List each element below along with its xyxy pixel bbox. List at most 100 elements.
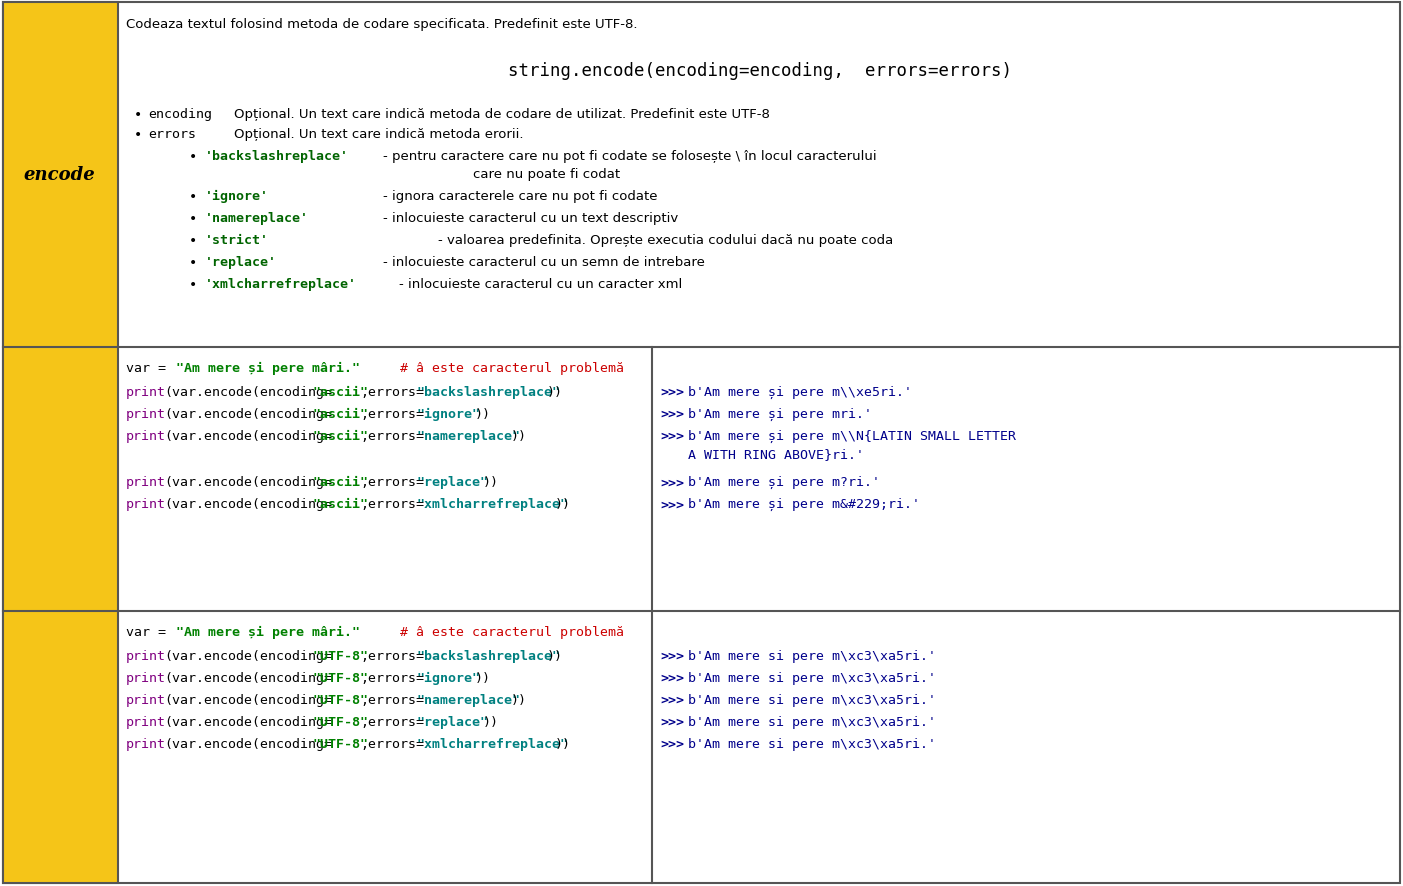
Text: )): ))	[511, 693, 528, 706]
Text: "xmlcharrefreplace": "xmlcharrefreplace"	[417, 498, 568, 510]
Text: var =: var =	[126, 361, 174, 375]
Text: - ignora caracterele care nu pot fi codate: - ignora caracterele care nu pot fi coda…	[383, 190, 658, 203]
Text: )): ))	[476, 672, 491, 684]
Text: var =: var =	[126, 626, 174, 638]
Text: •: •	[189, 256, 198, 269]
Text: (var.encode(encoding=: (var.encode(encoding=	[164, 672, 333, 684]
Text: >>>: >>>	[659, 649, 685, 662]
Text: •: •	[135, 108, 142, 122]
Text: 'backslashreplace': 'backslashreplace'	[205, 150, 349, 163]
Text: "xmlcharrefreplace": "xmlcharrefreplace"	[417, 737, 568, 750]
Text: ,errors=: ,errors=	[361, 408, 424, 421]
Text: 'xmlcharrefreplace': 'xmlcharrefreplace'	[205, 277, 356, 291]
Text: ,errors=: ,errors=	[361, 693, 424, 706]
Text: "ascii": "ascii"	[311, 408, 368, 421]
Text: Opțional. Un text care indică metoda de codare de utilizat. Predefinit este UTF-: Opțional. Un text care indică metoda de …	[234, 108, 770, 120]
Text: 'namereplace': 'namereplace'	[205, 212, 309, 225]
Text: (var.encode(encoding=: (var.encode(encoding=	[164, 498, 333, 510]
Text: b'Am mere si pere m\xc3\xa5ri.': b'Am mere si pere m\xc3\xa5ri.'	[687, 715, 936, 728]
Text: ,errors=: ,errors=	[361, 737, 424, 750]
Text: >>>: >>>	[659, 715, 685, 728]
Text: print: print	[126, 715, 166, 728]
Text: ,errors=: ,errors=	[361, 385, 424, 399]
Text: •: •	[189, 150, 198, 164]
Text: - inlocuieste caracterul cu un text descriptiv: - inlocuieste caracterul cu un text desc…	[383, 212, 678, 225]
Text: ,errors=: ,errors=	[361, 476, 424, 489]
Text: Opțional. Un text care indică metoda erorii.: Opțional. Un text care indică metoda ero…	[234, 128, 523, 141]
Text: - pentru caractere care nu pot fi codate se folosește \ în locul caracterului: - pentru caractere care nu pot fi codate…	[383, 150, 877, 163]
Text: )): ))	[547, 649, 563, 662]
Text: print: print	[126, 408, 166, 421]
Text: •: •	[189, 234, 198, 248]
Text: "Am mere și pere mâri.": "Am mere și pere mâri."	[175, 626, 361, 638]
Text: (var.encode(encoding=: (var.encode(encoding=	[164, 693, 333, 706]
Text: (var.encode(encoding=: (var.encode(encoding=	[164, 408, 333, 421]
Text: A WITH RING ABOVE}ri.': A WITH RING ABOVE}ri.'	[687, 447, 864, 461]
Text: )): ))	[483, 715, 498, 728]
Text: )): ))	[511, 430, 528, 442]
Text: ,errors=: ,errors=	[361, 715, 424, 728]
Text: ,errors=: ,errors=	[361, 430, 424, 442]
Text: "UTF-8": "UTF-8"	[311, 737, 368, 750]
Text: >>>: >>>	[659, 430, 685, 442]
Text: >>>: >>>	[659, 672, 685, 684]
Text: - inlocuieste caracterul cu un semn de intrebare: - inlocuieste caracterul cu un semn de i…	[383, 256, 704, 268]
Text: b'Am mere și pere m\\N{LATIN SMALL LETTER: b'Am mere și pere m\\N{LATIN SMALL LETTE…	[687, 430, 1016, 443]
Text: (var.encode(encoding=: (var.encode(encoding=	[164, 476, 333, 489]
Text: 'replace': 'replace'	[205, 256, 276, 268]
Text: •: •	[135, 128, 142, 142]
Text: print: print	[126, 693, 166, 706]
Text: >>>: >>>	[659, 737, 685, 750]
Text: •: •	[189, 212, 198, 226]
Text: "replace": "replace"	[417, 715, 488, 728]
Text: "ascii": "ascii"	[311, 498, 368, 510]
Text: string.encode(encoding=encoding,  errors=errors): string.encode(encoding=encoding, errors=…	[508, 62, 1013, 80]
Text: >>>: >>>	[659, 408, 685, 421]
Text: "backslashreplace": "backslashreplace"	[417, 385, 560, 399]
Bar	[3, 3, 118, 883]
Text: - valoarea predefinita. Oprește executia codului dacă nu poate coda: - valoarea predefinita. Oprește executia…	[438, 234, 894, 246]
Text: print: print	[126, 476, 166, 489]
Text: "UTF-8": "UTF-8"	[311, 715, 368, 728]
Text: b'Am mere si pere m\xc3\xa5ri.': b'Am mere si pere m\xc3\xa5ri.'	[687, 672, 936, 684]
Text: print: print	[126, 672, 166, 684]
Text: )): ))	[476, 408, 491, 421]
Text: "namereplace": "namereplace"	[417, 693, 521, 706]
Text: b'Am mere si pere m\xc3\xa5ri.': b'Am mere si pere m\xc3\xa5ri.'	[687, 737, 936, 750]
Text: (var.encode(encoding=: (var.encode(encoding=	[164, 649, 333, 662]
Text: encode: encode	[22, 167, 95, 184]
Text: >>>: >>>	[659, 498, 685, 510]
Text: ,errors=: ,errors=	[361, 672, 424, 684]
Text: care nu poate fi codat: care nu poate fi codat	[473, 167, 620, 181]
Text: Codeaza textul folosind metoda de codare specificata. Predefinit este UTF-8.: Codeaza textul folosind metoda de codare…	[126, 18, 637, 31]
Text: "ignore": "ignore"	[417, 408, 480, 421]
Text: - inlocuieste caracterul cu un caracter xml: - inlocuieste caracterul cu un caracter …	[398, 277, 682, 291]
Text: •: •	[189, 190, 198, 204]
Text: "UTF-8": "UTF-8"	[311, 649, 368, 662]
Text: >>>: >>>	[659, 385, 685, 399]
Text: "UTF-8": "UTF-8"	[311, 672, 368, 684]
Text: "namereplace": "namereplace"	[417, 430, 521, 442]
Text: "ascii": "ascii"	[311, 385, 368, 399]
Text: (var.encode(encoding=: (var.encode(encoding=	[164, 715, 333, 728]
Text: )): ))	[554, 737, 571, 750]
Text: 'strict': 'strict'	[205, 234, 269, 246]
Text: "UTF-8": "UTF-8"	[311, 693, 368, 706]
Text: b'Am mere si pere m\xc3\xa5ri.': b'Am mere si pere m\xc3\xa5ri.'	[687, 693, 936, 706]
Text: print: print	[126, 430, 166, 442]
Text: "Am mere și pere mâri.": "Am mere și pere mâri."	[175, 361, 361, 375]
Text: 'ignore': 'ignore'	[205, 190, 269, 203]
Text: errors: errors	[147, 128, 196, 141]
Text: (var.encode(encoding=: (var.encode(encoding=	[164, 385, 333, 399]
Text: )): ))	[547, 385, 563, 399]
Text: "ignore": "ignore"	[417, 672, 480, 684]
Text: print: print	[126, 498, 166, 510]
Text: •: •	[189, 277, 198, 291]
Text: (var.encode(encoding=: (var.encode(encoding=	[164, 737, 333, 750]
Text: )): ))	[554, 498, 571, 510]
Text: "ascii": "ascii"	[311, 430, 368, 442]
Text: b'Am mere și pere m&#229;ri.': b'Am mere și pere m&#229;ri.'	[687, 498, 920, 510]
Text: )): ))	[483, 476, 498, 489]
Text: "ascii": "ascii"	[311, 476, 368, 489]
Text: b'Am mere si pere m\xc3\xa5ri.': b'Am mere si pere m\xc3\xa5ri.'	[687, 649, 936, 662]
